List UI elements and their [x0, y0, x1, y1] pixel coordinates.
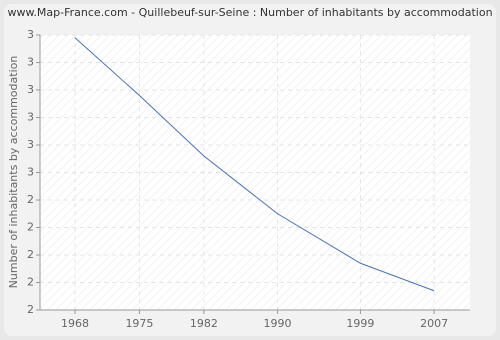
y-tick-label: 3	[27, 166, 34, 179]
data-line	[74, 37, 435, 292]
y-tick-label: 3	[27, 28, 34, 41]
x-tick-label: 2007	[420, 317, 448, 330]
y-tick-label: 3	[27, 138, 34, 151]
y-tick-label: 3	[27, 111, 34, 124]
y-tick-label: 2	[27, 221, 34, 234]
y-tick-label: 2	[27, 276, 34, 289]
x-tick-label: 1975	[125, 317, 153, 330]
plot-area	[40, 35, 470, 310]
y-tick-label: 2	[27, 193, 34, 206]
x-tick-label: 1990	[264, 317, 292, 330]
y-tick-label: 3	[27, 83, 34, 96]
y-tick-label: 2	[27, 303, 34, 316]
y-tick-label: 3	[27, 56, 34, 69]
x-tick-label: 1982	[190, 317, 218, 330]
x-tick-label: 1968	[61, 317, 89, 330]
x-tick-label: 1999	[346, 317, 374, 330]
y-tick-label: 2	[27, 248, 34, 261]
y-axis-title: Number of inhabitants by accommodation	[7, 56, 20, 289]
chart-title: www.Map-France.com - Quillebeuf-sur-Sein…	[7, 6, 492, 19]
